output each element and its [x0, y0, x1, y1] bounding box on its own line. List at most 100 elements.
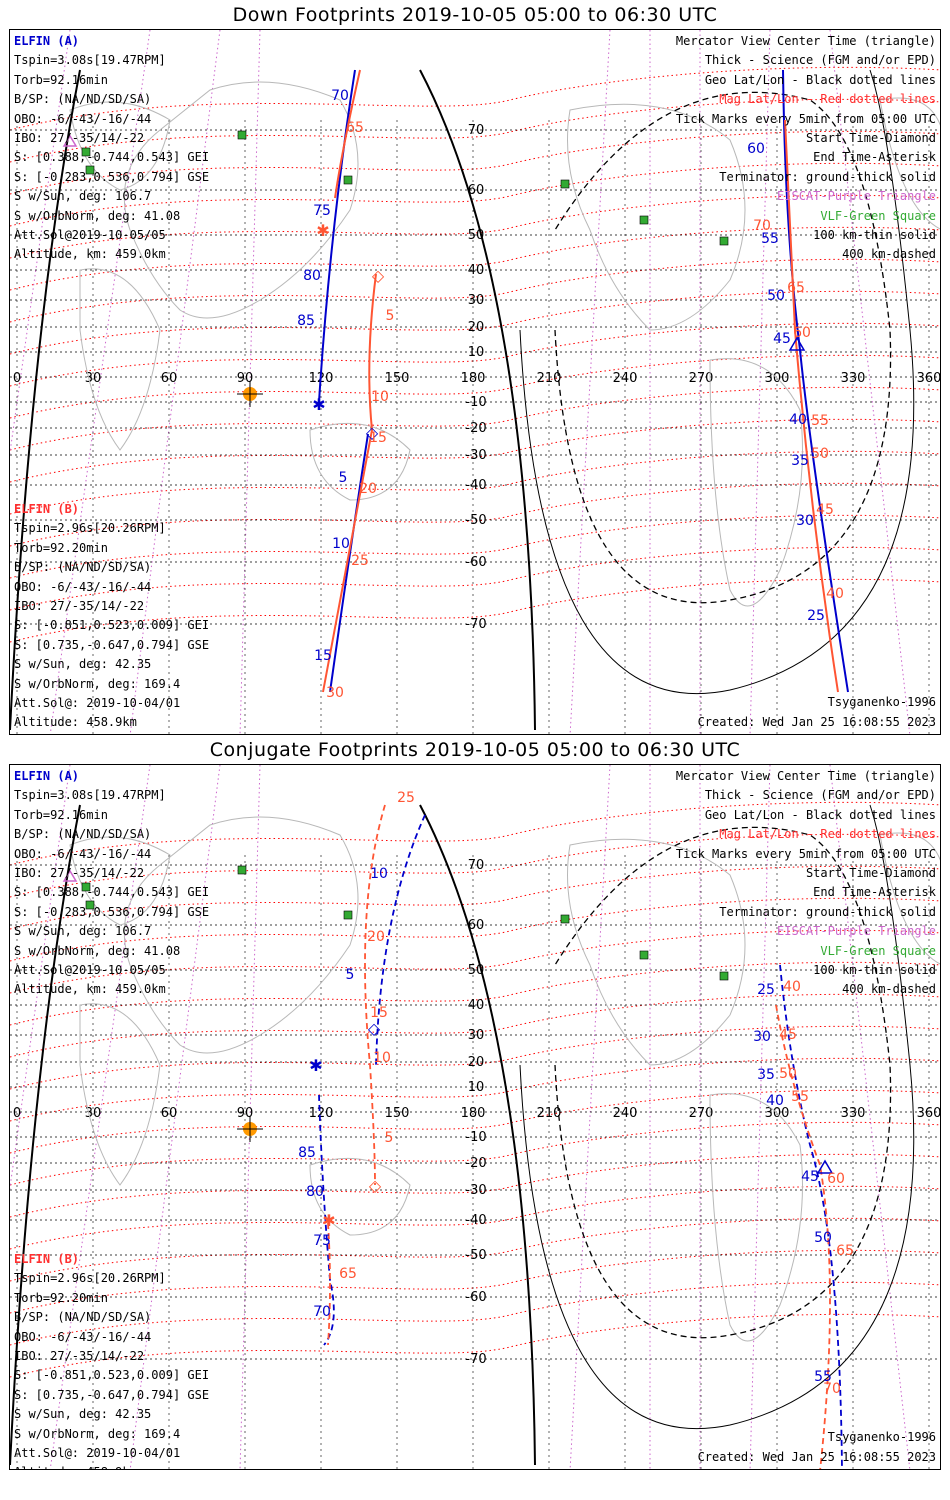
- elfin-b-track: [775, 1004, 831, 1469]
- elfin-b-line: Torb=92.20min: [14, 1290, 108, 1305]
- vlf-station-marker: [343, 175, 353, 185]
- vlf-station-marker: [85, 165, 95, 175]
- elfin-a-tick-label: 80: [306, 1184, 324, 1200]
- terminator-mid: [419, 804, 536, 1466]
- elfin-a-track: [318, 814, 426, 1346]
- elfin-a-header: ELFIN (A): [14, 34, 80, 48]
- eiscat-triangle: [62, 134, 78, 147]
- coastline: [79, 268, 161, 451]
- vlf-station-marker: [81, 882, 91, 892]
- elfin-a-tick-label: 60: [747, 141, 765, 157]
- mag-lat-line: [10, 546, 940, 611]
- lon-tick-label: 240: [613, 1106, 638, 1121]
- mag-lat-line: [10, 450, 940, 515]
- lat-tick-label: -20: [465, 421, 486, 436]
- footer-block: Tsyganenko-1996 Created: Wed Jan 25 16:0…: [698, 1428, 936, 1467]
- lat-tick-label: -50: [465, 1248, 486, 1263]
- coastline: [79, 1003, 161, 1186]
- elfin-b-header: ELFIN (B): [14, 502, 80, 516]
- lon-tick-label: 180: [461, 1106, 486, 1121]
- legend-400km: 400 km-dashed: [842, 247, 936, 262]
- legend-end: End Time-Asterisk: [813, 885, 936, 900]
- lat-tick-label: 60: [468, 918, 485, 933]
- vlf-station-marker: [237, 130, 247, 140]
- lon-tick-label: 210: [537, 1106, 562, 1121]
- elfin-a-tick-label: 35: [791, 453, 809, 469]
- elfin-b-track: [322, 69, 377, 693]
- lat-tick-label: 30: [468, 293, 485, 308]
- mag-lat-line: [10, 1121, 940, 1186]
- elfin-b-tick-label: 25: [351, 553, 369, 569]
- lat-tick-label: -60: [465, 1290, 486, 1305]
- elfin-a-line: Att.Sol@2019-10-05/05: [14, 228, 166, 243]
- lat-tick-label: -10: [465, 395, 486, 410]
- legend-mag: Mag Lat/Lon - Red dotted lines: [719, 827, 936, 842]
- lat-tick-label: -70: [465, 617, 486, 632]
- lat-tick-label: -40: [465, 478, 486, 493]
- elfin-a-tick-label: 75: [313, 1233, 331, 1249]
- lon-tick-label: 180: [461, 371, 486, 386]
- elfin-b-end-asterisk: ✱: [322, 1211, 335, 1230]
- lat-tick-label: 40: [468, 263, 485, 278]
- elfin-a-tick-label: 15: [314, 648, 332, 664]
- elfin-a-line: Att.Sol@2019-10-05/05: [14, 963, 166, 978]
- elfin-b-tick-label: 65: [346, 120, 364, 136]
- elfin-a-line: S w/OrbNorm, deg: 41.08: [14, 943, 181, 958]
- elfin-b-tick-label: 65: [339, 1266, 357, 1282]
- lat-tick-label: 60: [468, 183, 485, 198]
- lat-tick-label: 30: [468, 1028, 485, 1043]
- elfin-a-block: ELFIN (A) Tspin=3.08s[19.47RPM] Torb=92.…: [14, 767, 209, 1000]
- elfin-b-line: Att.Sol@: 2019-10-04/01: [14, 1446, 181, 1461]
- mag-lat-line: [10, 258, 940, 323]
- lat-tick-label: 40: [468, 998, 485, 1013]
- model-label: Tsyganenko-1996: [827, 1430, 936, 1445]
- elfin-b-block: ELFIN (B) Tspin=2.96s[20.26RPM] Torb=92.…: [14, 500, 209, 733]
- lat-tick-label: -30: [465, 1183, 486, 1198]
- elfin-b-line: S: [-0.851,0.523,0.009] GEI: [14, 618, 210, 633]
- elfin-b-tick-label: 60: [827, 1171, 845, 1187]
- elfin-b-tick-label: 70: [823, 1381, 841, 1397]
- elfin-a-tick-label: 70: [331, 88, 349, 104]
- elfin-a-tick-label: 30: [753, 1029, 771, 1045]
- coastline: [567, 103, 746, 331]
- legend-ticks: Tick Marks every 5min from 05:00 UTC: [675, 846, 936, 861]
- elfin-b-line: OBO: -6/-43/-16/-44: [14, 1329, 152, 1344]
- elfin-b-tick-label: 40: [826, 586, 844, 602]
- mag-lat-line: [10, 1249, 940, 1314]
- elfin-a-start-diamond: ◇: [366, 423, 379, 442]
- mag-lat-line: [10, 322, 940, 387]
- mag-lat-line: [10, 961, 940, 1026]
- lon-tick-label: 360: [917, 371, 941, 386]
- elfin-a-tick-label: 45: [773, 331, 791, 347]
- elfin-a-tick-label: 5: [339, 470, 348, 486]
- elfin-a-end-asterisk: ✱: [309, 1056, 322, 1075]
- elfin-a-tick-label: 35: [757, 1067, 775, 1083]
- lat-tick-label: 70: [468, 123, 485, 138]
- lon-tick-label: 240: [613, 371, 638, 386]
- elfin-b-tick-label: 15: [369, 430, 387, 446]
- map-canvas-down: 0 30 60 90 120 150 180 210 240 270 300 330 360706050…: [10, 30, 941, 734]
- mag-lat-line: [10, 1057, 940, 1122]
- mag-lat-line: [10, 1313, 940, 1378]
- elfin-b-tick-label: 50: [779, 1066, 797, 1082]
- legend-start: Start Time-Diamond: [805, 131, 936, 146]
- mag-lat-line: [10, 833, 940, 898]
- lon-tick-label: 30: [85, 371, 102, 386]
- elfin-b-line: Tspin=2.96s[20.26RPM]: [14, 1271, 166, 1286]
- mag-lat-line: [10, 194, 940, 259]
- mag-lat-line: [10, 897, 940, 962]
- mag-lat-line: [10, 865, 940, 930]
- elfin-b-line: B/SP: (NA/ND/SD/SA): [14, 560, 152, 575]
- mag-lat-line: [10, 578, 940, 643]
- coastline: [709, 1093, 803, 1342]
- mag-lat-line: [10, 290, 940, 355]
- elfin-b-line: S w/OrbNorm, deg: 169.4: [14, 676, 181, 691]
- elfin-b-tick-label: 20: [367, 929, 385, 945]
- lon-tick-label: 150: [385, 1106, 410, 1121]
- vlf-station-marker: [343, 910, 353, 920]
- elfin-a-center-triangle: [816, 1159, 834, 1174]
- mag-lat-line: [10, 1153, 940, 1218]
- map-panel-down: 0 30 60 90 120 150 180 210 240 270 300 330 360 70 60 50…: [9, 29, 941, 735]
- elfin-a-line: Torb=92.16min: [14, 72, 108, 87]
- elfin-a-line: Tspin=3.08s[19.47RPM]: [14, 788, 166, 803]
